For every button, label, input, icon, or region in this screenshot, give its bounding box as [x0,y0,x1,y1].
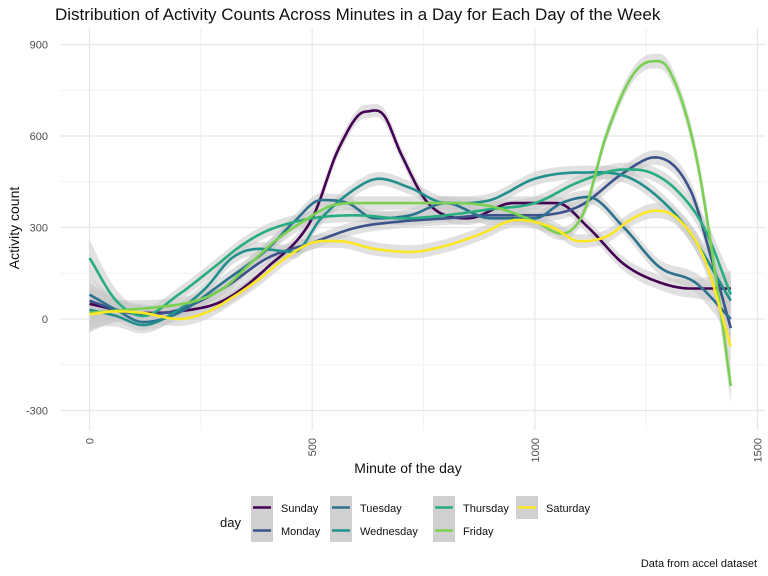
axis-ticks: -300 0 300 600 900 0 500 1000 1500 [26,40,765,463]
confidence-band-saturday [89,203,731,365]
legend-item-sunday: Sunday [251,496,319,519]
series-line-thursday [88,168,733,318]
legend-label: Tuesday [360,503,402,515]
legend-label: Thursday [463,503,509,515]
legend-item-wednesday: Wednesday [330,519,418,542]
series-line-saturday [89,209,733,347]
x-tick-label: 1000 [530,438,542,462]
series-line-wednesday [89,171,732,327]
y-axis-label: Activity count [6,187,22,270]
y-tick-label: -300 [26,406,48,418]
legend-item-saturday: Saturday [516,496,591,519]
legend-label: Wednesday [360,526,418,538]
chart-caption: Data from accel dataset [641,558,757,570]
y-tick-label: 0 [42,314,48,326]
legend-item-tuesday: Tuesday [330,496,402,519]
legend-label: Friday [463,526,494,538]
x-tick-label: 0 [85,438,97,444]
series-line-monday [89,156,733,329]
legend-label: Monday [281,526,321,538]
y-tick-label: 600 [30,131,48,143]
confidence-bands [89,53,731,405]
legend-item-thursday: Thursday [433,496,509,519]
legend-title: day [220,515,241,530]
x-tick-label: 1500 [753,438,765,462]
series-line-friday [89,59,733,387]
y-tick-label: 300 [30,223,48,235]
chart-title: Distribution of Activity Counts Across M… [55,5,661,24]
x-tick-label: 500 [307,438,319,456]
legend-label: Saturday [546,503,591,515]
legend-label: Sunday [281,503,319,515]
y-tick-label: 900 [30,40,48,52]
legend-item-monday: Monday [251,519,321,542]
legend-item-friday: Friday [433,519,494,542]
grid [60,28,765,430]
confidence-band-friday [89,53,731,405]
x-axis-label: Minute of the day [354,460,461,476]
legend: day Sunday Monday Tuesday Wednesday Thursday… [220,496,591,542]
series-lines [88,59,733,387]
